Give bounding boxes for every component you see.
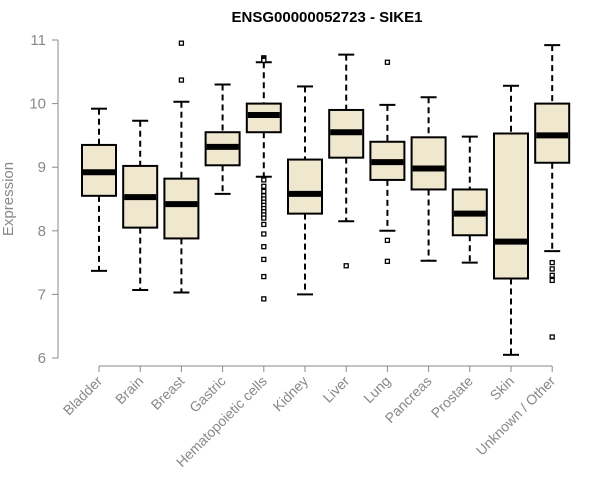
y-tick-label: 10 <box>29 96 46 113</box>
outlier-point <box>261 296 267 302</box>
y-tick-label: 6 <box>38 350 46 367</box>
y-axis: 6 7 8 9 10 11 <box>29 32 59 367</box>
y-tick-label: 11 <box>30 32 46 49</box>
boxes-group <box>81 40 571 356</box>
box-iqr <box>410 136 447 191</box>
x-tick-label: Lung <box>360 373 393 406</box>
y-tick-label: 7 <box>38 286 46 303</box>
outlier-point <box>549 277 555 284</box>
outlier-point <box>384 59 391 65</box>
outlier-point <box>343 263 349 269</box>
outlier-point <box>261 215 267 221</box>
outlier-point <box>549 272 555 278</box>
y-tick-label: 8 <box>38 223 46 240</box>
box-5 <box>287 85 323 296</box>
box-2 <box>163 40 200 294</box>
x-tick-label: Bladder <box>60 373 106 419</box>
outlier-point <box>178 40 185 46</box>
outlier-point <box>261 221 267 228</box>
y-tick-label: 9 <box>38 159 46 176</box>
x-tick-label: Breast <box>148 373 188 413</box>
box-iqr <box>163 177 200 240</box>
box-3 <box>204 83 241 195</box>
box-9 <box>451 135 488 264</box>
outlier-point <box>384 258 391 264</box>
outlier-point <box>261 57 267 64</box>
outlier-point <box>261 256 267 263</box>
box-11 <box>534 44 571 340</box>
box-1 <box>122 119 159 291</box>
x-tick-label: Kidney <box>270 373 312 415</box>
x-tick-label: Liver <box>320 373 353 406</box>
y-axis-label: Expression <box>0 162 17 236</box>
chart-title: ENSG00000052723 - SIKE1 <box>232 9 423 26</box>
outlier-point <box>549 334 555 340</box>
box-0 <box>81 107 117 272</box>
outlier-point <box>261 244 267 250</box>
outlier-point <box>549 266 555 272</box>
x-tick-label: Prostate <box>428 373 476 421</box>
box-iqr <box>287 158 323 215</box>
outlier-point <box>549 259 555 266</box>
outlier-point <box>261 183 267 189</box>
box-6 <box>328 53 365 269</box>
box-4 <box>245 55 282 302</box>
box-7 <box>369 59 406 264</box>
outlier-point <box>178 77 185 83</box>
outlier-point <box>384 237 391 243</box>
outlier-point <box>261 231 267 237</box>
outlier-point <box>261 273 267 280</box>
outlier-point <box>261 177 267 183</box>
x-tick-label: Skin <box>487 373 518 404</box>
box-iqr <box>493 132 529 280</box>
box-10 <box>493 84 529 356</box>
x-tick-label: Brain <box>112 373 146 407</box>
box-8 <box>410 96 447 262</box>
outlier-point <box>261 188 267 195</box>
